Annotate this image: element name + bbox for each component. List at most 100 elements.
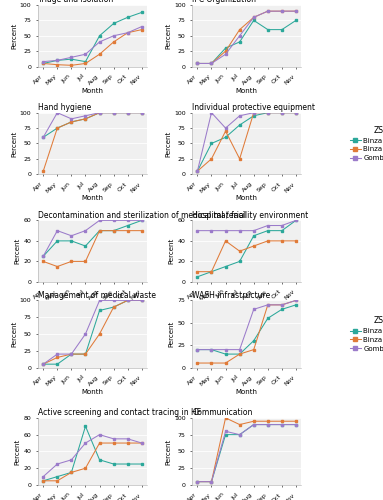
Binza Ozone [280, 302, 284, 308]
Binza Ozone [83, 351, 88, 357]
Binza Météo [125, 110, 130, 116]
Binza Météo [280, 422, 284, 428]
Binza Ozone [69, 258, 74, 264]
Binza Ozone [41, 60, 46, 66]
Binza Ozone [111, 39, 116, 45]
Binza Ozone [251, 346, 256, 352]
Gombe [294, 298, 298, 304]
Text: Individual protective equipment: Individual protective equipment [193, 103, 316, 112]
Binza Ozone [139, 228, 144, 234]
Binza Ozone [69, 351, 74, 357]
Y-axis label: Percent: Percent [11, 321, 17, 347]
Binza Ozone [251, 110, 256, 116]
Binza Ozone [83, 258, 88, 264]
Line: Binza Météo: Binza Météo [42, 425, 143, 482]
X-axis label: Month: Month [236, 388, 258, 394]
Gombe [111, 33, 116, 39]
Text: Management of medical waste: Management of medical waste [38, 290, 156, 300]
Binza Météo [125, 461, 130, 467]
Gombe [139, 24, 144, 30]
Binza Météo [111, 304, 116, 310]
Legend: Binza Météo, Binza Ozone, Gombe: Binza Météo, Binza Ozone, Gombe [350, 126, 383, 161]
Gombe [251, 422, 256, 428]
Binza Météo [83, 351, 88, 357]
Binza Ozone [55, 264, 60, 270]
Binza Météo [265, 228, 270, 234]
Binza Météo [237, 258, 242, 264]
Gombe [251, 14, 256, 20]
Line: Binza Météo: Binza Météo [196, 423, 297, 483]
Gombe [111, 110, 116, 116]
Gombe [209, 60, 214, 66]
Binza Météo [69, 238, 74, 244]
Binza Ozone [195, 60, 200, 66]
Binza Météo [83, 116, 88, 122]
Binza Ozone [294, 110, 298, 116]
Line: Gombe: Gombe [196, 112, 297, 172]
Binza Ozone [111, 228, 116, 234]
X-axis label: Month: Month [82, 388, 103, 394]
Line: Binza Ozone: Binza Ozone [196, 112, 297, 172]
Gombe [97, 218, 102, 224]
X-axis label: Month: Month [236, 88, 258, 94]
Line: Gombe: Gombe [42, 219, 143, 258]
Binza Météo [97, 33, 102, 39]
Binza Météo [237, 432, 242, 438]
Gombe [251, 228, 256, 234]
Gombe [111, 298, 116, 304]
Binza Météo [223, 134, 228, 140]
Line: Binza Météo: Binza Météo [196, 112, 297, 172]
Y-axis label: Percent: Percent [165, 130, 171, 156]
Binza Ozone [97, 331, 102, 337]
Binza Ozone [223, 128, 228, 134]
Gombe [97, 432, 102, 438]
Binza Météo [294, 18, 298, 24]
Binza Ozone [237, 248, 242, 254]
Line: Binza Ozone: Binza Ozone [196, 299, 297, 364]
Binza Météo [251, 113, 256, 119]
Binza Météo [125, 222, 130, 228]
Line: Binza Météo: Binza Météo [42, 11, 143, 65]
Binza Ozone [237, 351, 242, 357]
Gombe [69, 116, 74, 122]
Gombe [83, 113, 88, 119]
Binza Météo [209, 478, 214, 484]
Gombe [265, 422, 270, 428]
Gombe [265, 8, 270, 14]
Binza Ozone [55, 62, 60, 68]
Line: Binza Météo: Binza Météo [42, 219, 143, 258]
Line: Gombe: Gombe [196, 423, 297, 483]
Gombe [139, 440, 144, 446]
Gombe [223, 228, 228, 234]
Gombe [139, 298, 144, 304]
Binza Ozone [237, 156, 242, 162]
Binza Météo [55, 238, 60, 244]
Gombe [280, 302, 284, 308]
Gombe [265, 222, 270, 228]
Binza Météo [265, 26, 270, 32]
Binza Ozone [125, 110, 130, 116]
Binza Ozone [294, 418, 298, 424]
Binza Ozone [195, 360, 200, 366]
Text: Active screening and contact tracing in HF: Active screening and contact tracing in … [38, 408, 201, 417]
Binza Ozone [69, 119, 74, 125]
Line: Gombe: Gombe [196, 299, 297, 351]
Binza Météo [209, 346, 214, 352]
Binza Météo [280, 26, 284, 32]
Binza Météo [55, 474, 60, 480]
Gombe [237, 346, 242, 352]
Gombe [97, 298, 102, 304]
Text: Triage and isolation: Triage and isolation [38, 0, 113, 4]
Gombe [83, 228, 88, 234]
Binza Ozone [139, 26, 144, 32]
Binza Ozone [294, 238, 298, 244]
Binza Météo [265, 110, 270, 116]
Binza Ozone [83, 60, 88, 66]
Binza Météo [280, 306, 284, 312]
Binza Ozone [83, 116, 88, 122]
Gombe [251, 306, 256, 312]
Line: Binza Météo: Binza Météo [196, 19, 297, 65]
Binza Météo [251, 18, 256, 24]
Gombe [237, 33, 242, 39]
Binza Ozone [55, 478, 60, 484]
